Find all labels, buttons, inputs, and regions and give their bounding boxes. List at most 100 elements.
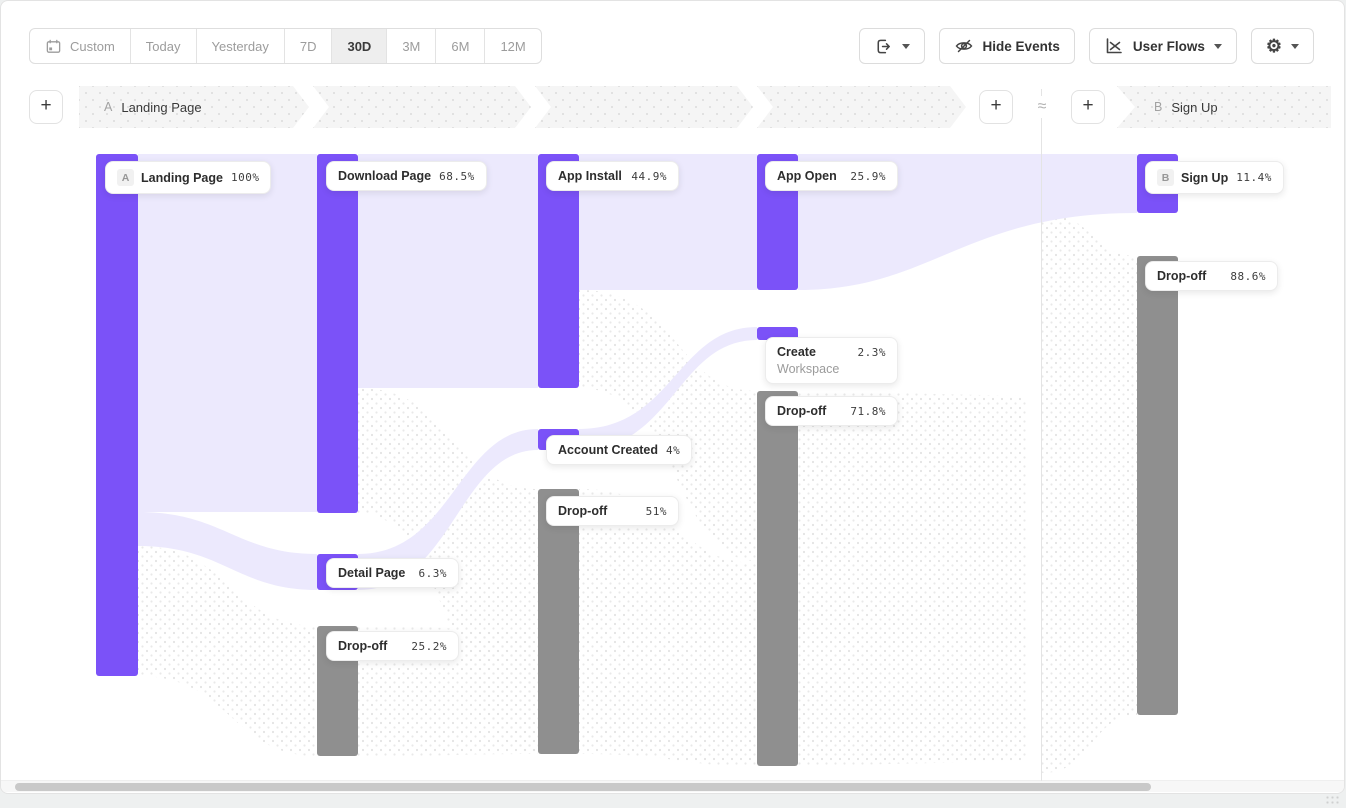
add-step-a-end-button[interactable]: + (979, 90, 1013, 124)
node-percent: 2.3% (857, 345, 886, 359)
horizontal-scrollbar-thumb[interactable] (15, 783, 1151, 791)
date-range-30d[interactable]: 30D (331, 29, 387, 63)
date-range-12m[interactable]: 12M (484, 29, 540, 63)
toolbar: Custom Today Yesterday 7D 30D 3M 6M 12M Hide Ev… (1, 1, 1344, 86)
node-percent: 71.8% (850, 404, 886, 418)
date-range-picker: Custom Today Yesterday 7D 30D 3M 6M 12M (29, 28, 542, 64)
flow-node-bar-install[interactable] (538, 154, 579, 388)
flow-node-label-install[interactable]: App Install 44.9% (546, 161, 679, 191)
flow-node-label-download[interactable]: Download Page 68.5% (326, 161, 487, 191)
flow-node-bar-download[interactable] (317, 154, 358, 513)
node-percent: 88.6% (1230, 269, 1266, 283)
flow-dropoff3-out (798, 391, 1026, 766)
toolbar-actions: Hide Events User Flows ⚙ (858, 28, 1314, 64)
date-range-label: 30D (347, 38, 372, 54)
date-range-3m[interactable]: 3M (386, 29, 435, 63)
node-percent: 44.9% (631, 169, 667, 183)
node-badge: B (1157, 169, 1174, 186)
node-percent: 100% (230, 171, 260, 184)
node-percent: 51% (645, 504, 667, 518)
flow-b-dropoff (1042, 213, 1137, 773)
flow-landing-download (138, 154, 317, 512)
flow-node-bar-dropoff3[interactable] (757, 391, 798, 766)
flow-node-label-create[interactable]: Create 2.3% Workspace (765, 337, 898, 384)
chevron-down-icon (901, 43, 910, 49)
export-button[interactable] (858, 28, 925, 64)
node-name-line2: Workspace (777, 362, 840, 376)
node-name: Account Created (558, 443, 659, 457)
resize-grip[interactable] (1325, 795, 1341, 805)
flow-a-segment-3 (535, 86, 753, 128)
flow-landing-dropoff (138, 546, 317, 756)
view-selector-button[interactable]: User Flows (1088, 28, 1237, 64)
node-name: App Install (558, 169, 622, 183)
view-selector-label: User Flows (1132, 38, 1205, 54)
node-percent: 11.4% (1236, 171, 1272, 184)
flow-dropoff2-dropoff3 (579, 489, 757, 766)
flow-node-bar-create[interactable] (757, 327, 798, 340)
steps-header: + A Landing Page + ≈ + B Sign Up (1, 86, 1344, 128)
flow-node-bar-landing[interactable] (96, 154, 138, 676)
eye-off-icon (955, 39, 972, 53)
date-range-6m[interactable]: 6M (435, 29, 484, 63)
chevron-down-icon (1291, 43, 1299, 49)
calendar-icon (46, 39, 61, 53)
date-range-label: 6M (451, 38, 470, 54)
date-range-label: Yesterday (211, 38, 269, 54)
horizontal-scrollbar (1, 780, 1344, 792)
flow-node-label-detail[interactable]: Detail Page 6.3% (326, 558, 459, 588)
node-name: Create (777, 345, 816, 359)
node-name: Drop-off (558, 504, 608, 518)
node-name: Sign Up (1181, 170, 1229, 185)
flow-node-bar-dropoff2[interactable] (538, 489, 579, 754)
node-name: Download Page (338, 169, 432, 183)
date-range-yesterday[interactable]: Yesterday (195, 29, 284, 63)
chevron-down-icon (1213, 43, 1222, 49)
hide-events-button[interactable]: Hide Events (938, 28, 1075, 64)
date-range-7d[interactable]: 7D (283, 29, 332, 63)
flow-node-label-signup[interactable]: B Sign Up 11.4% (1145, 161, 1284, 194)
flow-node-label-account[interactable]: Account Created 4% (546, 435, 693, 465)
flow-a-segment-2 (313, 86, 531, 128)
date-range-label: 7D (299, 38, 317, 54)
node-name: Drop-off (338, 639, 388, 653)
user-flows-chart-icon (1106, 38, 1122, 54)
node-percent: 68.5% (439, 169, 475, 183)
gear-icon: ⚙ (1265, 36, 1282, 56)
node-percent: 25.9% (850, 169, 886, 183)
add-step-start-button[interactable]: + (29, 90, 63, 124)
flow-node-label-open[interactable]: App Open 25.9% (765, 161, 898, 191)
flow-node-label-landing[interactable]: A Landing Page 100% (105, 161, 272, 194)
node-percent: 6.3% (418, 566, 447, 580)
flow-node-label-dropoff1[interactable]: Drop-off 25.2% (326, 631, 459, 661)
approx-indicator: ≈ (1030, 96, 1054, 118)
node-badge: A (117, 169, 134, 186)
add-step-b-start-button[interactable]: + (1071, 90, 1105, 124)
node-name: Detail Page (338, 566, 406, 580)
node-name: Landing Page (141, 170, 223, 185)
settings-button[interactable]: ⚙ (1250, 28, 1314, 64)
flow-node-label-dropoff4[interactable]: Drop-off 88.6% (1145, 261, 1278, 291)
flow-node-bar-dropoff4[interactable] (1137, 256, 1178, 715)
date-range-label: 3M (402, 38, 421, 54)
date-range-today[interactable]: Today (129, 29, 196, 63)
date-range-label: Today (145, 38, 181, 54)
date-range-label: Custom (70, 38, 115, 54)
node-name: App Open (777, 169, 837, 183)
hide-events-label: Hide Events (982, 38, 1060, 54)
flow-account-create (579, 327, 757, 450)
flow-node-label-dropoff3[interactable]: Drop-off 71.8% (765, 396, 898, 426)
node-name: Drop-off (1157, 269, 1207, 283)
node-name: Drop-off (777, 404, 827, 418)
date-range-label: 12M (500, 38, 526, 54)
date-range-custom[interactable]: Custom (30, 29, 130, 63)
flow-a-segment-1 (79, 86, 309, 128)
flow-node-label-dropoff2[interactable]: Drop-off 51% (546, 496, 679, 526)
flow-landing-detail (138, 512, 317, 590)
flow-section-divider (1041, 89, 1042, 781)
export-icon (877, 39, 890, 53)
node-percent: 4% (666, 443, 681, 457)
flow-b-segment-1 (1117, 86, 1331, 128)
node-percent: 25.2% (411, 639, 447, 653)
flow-a-segment-4 (757, 86, 966, 128)
